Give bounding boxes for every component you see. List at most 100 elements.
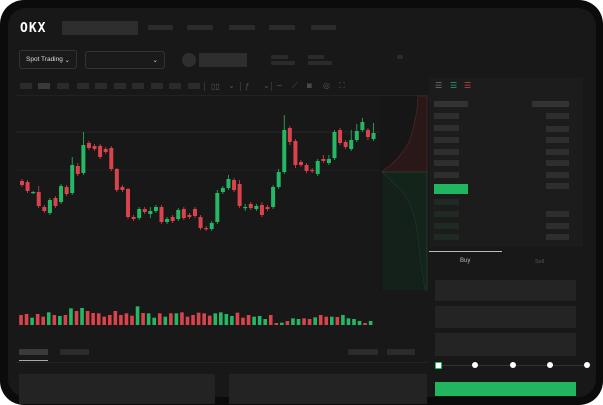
slider-stop[interactable] [584,362,590,368]
volume-bar [302,318,306,325]
slider-stop[interactable] [435,362,442,369]
timeframe-button[interactable] [188,83,200,89]
candle-body [293,141,298,165]
volume-bar [235,312,240,325]
candle [176,208,181,221]
book-asks-icon[interactable]: ☰ [464,81,472,90]
timeframe-button[interactable] [77,83,89,89]
book-bids-icon[interactable]: ☰ [450,81,458,90]
volume-bar [180,312,184,325]
candle [59,184,64,204]
bid-price [434,234,459,240]
candle [215,190,220,224]
nav-item-4[interactable] [269,25,295,30]
candle-body [226,179,231,188]
candle-body [114,169,119,190]
candle [75,163,80,176]
amount-input[interactable] [435,306,576,328]
total-input[interactable] [435,333,576,356]
candle-body [315,161,320,174]
filter-button[interactable] [348,349,378,355]
tab-open-orders[interactable] [19,349,48,355]
candle [259,202,264,217]
ask-price [434,172,459,178]
candle-body [343,142,348,147]
volume-bar [130,315,134,325]
volume-bar [102,316,107,325]
pair-selector[interactable]: ⌄ [85,51,165,69]
volume-bar [113,311,118,325]
buy-tab-underline [429,251,502,252]
chevron-down-icon[interactable]: ⌄ [228,81,235,90]
active-tab-underline [19,360,48,361]
candle [131,215,136,221]
candle [349,130,354,151]
ask-price [434,160,459,166]
tab-order-history[interactable] [60,349,89,355]
okx-logo[interactable]: OKX [20,21,47,36]
book-both-icon[interactable]: ☰ [435,81,443,90]
candle-body [254,206,259,209]
search-bar[interactable] [62,21,138,35]
volume-bar [80,308,84,325]
candle-body [64,187,69,194]
candle [53,196,58,208]
volume-bar [307,319,312,325]
bid-amount [546,211,569,217]
slider-stop[interactable] [509,362,516,368]
nav-item-5[interactable] [311,25,336,30]
volume-bar [346,318,351,325]
tab-sell[interactable]: Sell [535,259,545,265]
nav-item-3[interactable] [229,25,255,30]
view-all-button[interactable] [387,349,415,355]
spot-trading-selector[interactable]: Spot Trading ⌄ [19,50,77,69]
candle [142,207,147,214]
candle-body [204,228,209,230]
timeframe-button[interactable] [114,83,126,89]
volume-bar [202,313,206,325]
volume-bar [157,313,162,325]
timeframe-button[interactable] [151,83,163,89]
candle-body [153,207,158,211]
timeframe-button[interactable] [132,83,144,89]
fullscreen-icon[interactable]: ⛶ [339,81,345,90]
volume-bar [341,315,345,325]
candle [165,217,170,224]
candle-type-icon[interactable]: ▯▯ [211,82,220,91]
chevron-down-icon: ⌄ [64,56,70,64]
bid-amount [546,223,569,229]
timeframe-button[interactable] [169,83,181,89]
volume-bar [313,317,317,325]
slider-stop[interactable] [472,362,479,368]
timeframe-button[interactable] [57,83,69,89]
settings-icon[interactable]: ◎ [323,81,330,90]
price-input[interactable] [435,280,576,301]
timeframe-button[interactable] [20,83,32,89]
timeframe-button[interactable] [95,83,107,89]
candle [103,147,108,154]
chevron-down-icon[interactable]: ⌄ [263,81,270,90]
buy-button[interactable] [435,382,576,396]
slider-stop[interactable] [546,362,553,368]
candle-body [360,122,365,130]
ask-amount [546,172,569,178]
tabs-divider [15,362,428,363]
timeframe-button[interactable] [38,83,50,89]
tab-buy[interactable]: Buy [460,258,471,264]
indicator-icon[interactable]: ƒ [245,82,250,91]
volume-bar [368,321,373,325]
candle [81,132,86,175]
nav-item-2[interactable] [187,25,213,30]
candle-body [31,192,36,194]
candle-body [349,140,354,149]
line-icon[interactable]: ∼ [276,81,283,90]
candle [137,207,142,220]
camera-icon[interactable]: ◙ [307,81,312,90]
mid-price[interactable] [434,184,468,194]
candle-body [75,166,80,174]
bid-amount [546,234,569,240]
ruler-icon[interactable]: ⟋ [292,81,298,90]
nav-item-1[interactable] [148,25,173,30]
volume-bar [52,315,57,325]
